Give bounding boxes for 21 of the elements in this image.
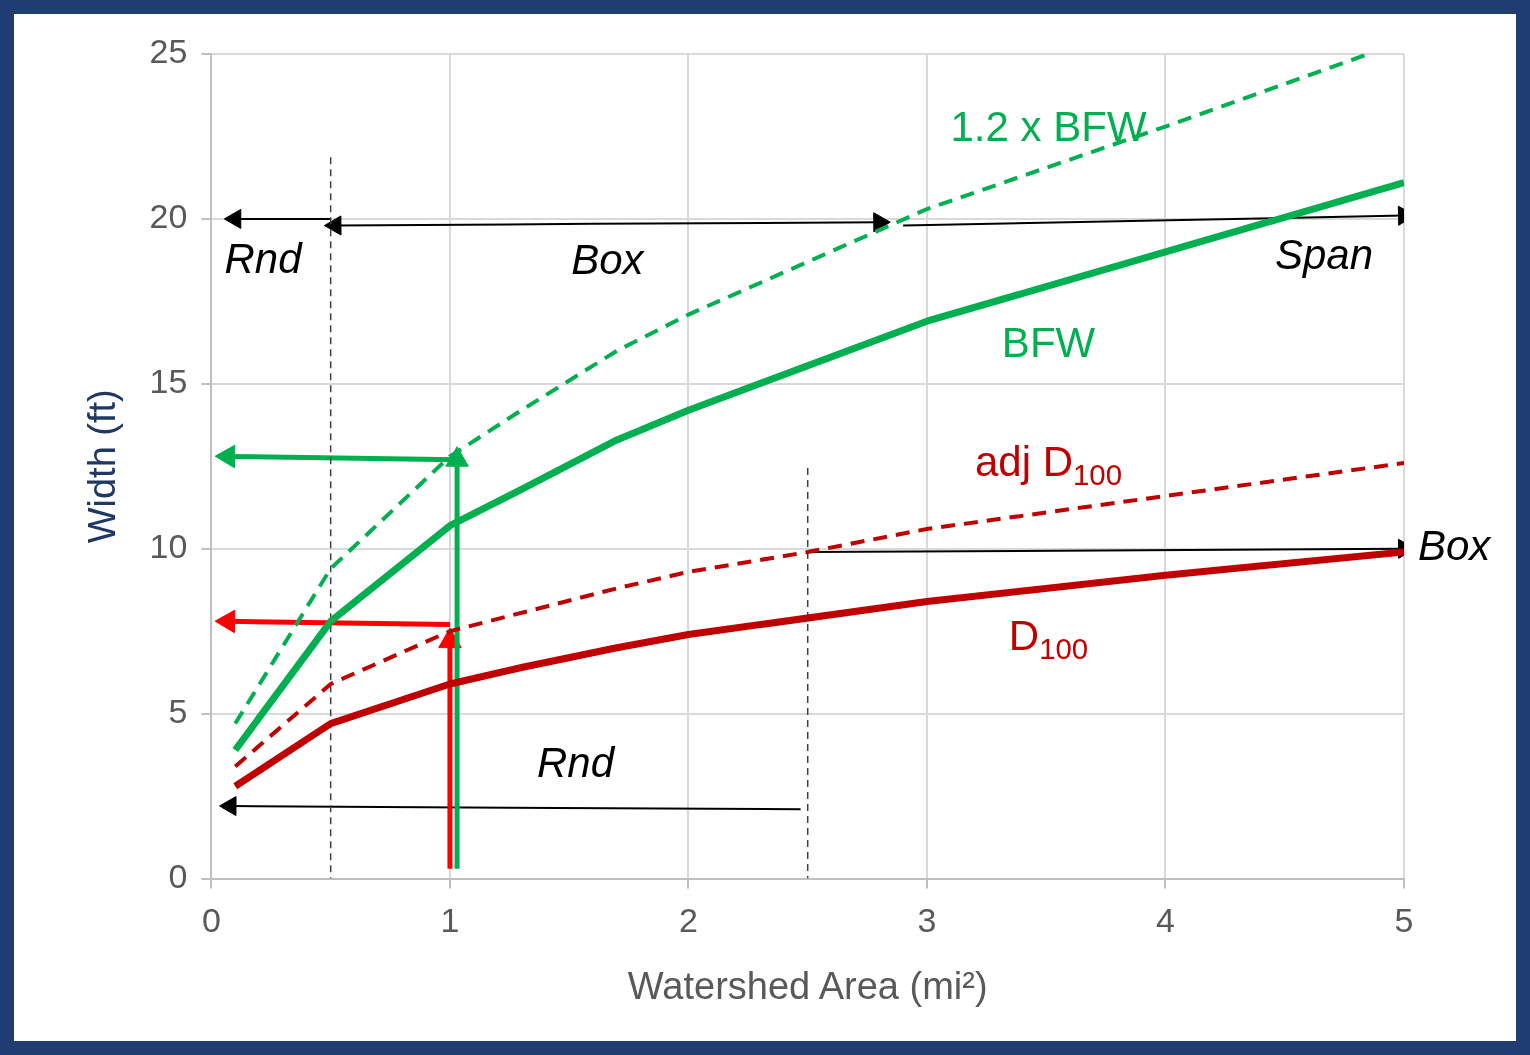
annotation: Rnd xyxy=(224,234,304,282)
x-axis-title: Watershed Area (mi²) xyxy=(627,964,988,1007)
x-tick-label: 3 xyxy=(917,901,937,940)
annotation: Span xyxy=(1274,231,1374,279)
x-tick-label: 5 xyxy=(1394,901,1414,940)
y-tick-label: 5 xyxy=(168,692,188,731)
y-tick-label: 25 xyxy=(149,32,188,71)
y-tick-label: 15 xyxy=(149,362,188,401)
series-label: 1.2 x BFW xyxy=(950,102,1147,150)
x-tick-label: 1 xyxy=(440,901,460,940)
x-tick-label: 2 xyxy=(678,901,698,940)
text: Box xyxy=(1418,522,1493,570)
annotation: Rnd xyxy=(537,739,616,787)
y-axis-title: Width (ft) xyxy=(81,389,124,544)
y-tick-label: 10 xyxy=(149,527,188,566)
y-tick-label: 0 xyxy=(168,856,188,895)
x-tick-label: 4 xyxy=(1156,901,1175,940)
y-tick-label: 20 xyxy=(149,197,188,236)
x-tick-label: 0 xyxy=(201,901,221,940)
annotation: Box xyxy=(571,235,646,283)
series-label: BFW xyxy=(1001,318,1096,366)
